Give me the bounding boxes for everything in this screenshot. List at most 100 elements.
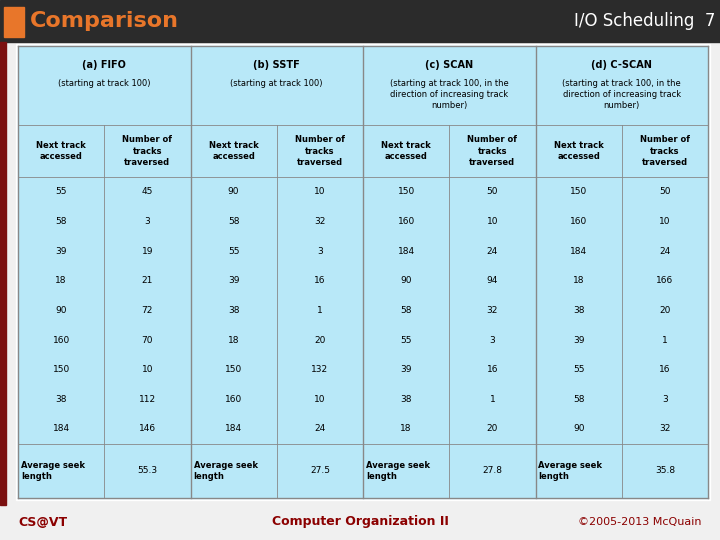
Text: 20: 20	[487, 424, 498, 434]
Text: 27.5: 27.5	[310, 467, 330, 475]
Text: Average seek
length: Average seek length	[194, 461, 258, 481]
Text: 18: 18	[573, 276, 585, 285]
Text: Computer Organization II: Computer Organization II	[271, 516, 449, 529]
Text: 50: 50	[487, 187, 498, 197]
Text: 10: 10	[487, 217, 498, 226]
Text: 150: 150	[397, 187, 415, 197]
Bar	[18, 46, 708, 498]
Text: I/O Scheduling  7: I/O Scheduling 7	[574, 12, 715, 30]
Text: 21: 21	[142, 276, 153, 285]
Text: 3: 3	[317, 247, 323, 255]
Text: 38: 38	[228, 306, 239, 315]
Text: (c) SCAN: (c) SCAN	[426, 60, 473, 70]
Bar	[0, 42, 6, 505]
Text: 38: 38	[573, 306, 585, 315]
Text: 20: 20	[314, 335, 325, 345]
Text: 160: 160	[397, 217, 415, 226]
Text: 160: 160	[570, 217, 588, 226]
Text: 58: 58	[228, 217, 239, 226]
Text: 1: 1	[662, 335, 667, 345]
Text: Number of
tracks
traversed: Number of tracks traversed	[640, 136, 690, 167]
Text: Average seek
length: Average seek length	[539, 461, 603, 481]
Text: 16: 16	[659, 365, 670, 374]
Text: 55: 55	[400, 335, 412, 345]
Text: 39: 39	[55, 247, 67, 255]
Text: 3: 3	[662, 395, 667, 404]
Text: 32: 32	[660, 424, 670, 434]
Bar	[0, 0, 720, 42]
Text: ©2005-2013 McQuain: ©2005-2013 McQuain	[578, 517, 702, 527]
Text: Average seek
length: Average seek length	[21, 461, 85, 481]
Text: 16: 16	[487, 365, 498, 374]
Text: 35.8: 35.8	[654, 467, 675, 475]
Text: (a) FIFO: (a) FIFO	[82, 60, 126, 70]
Text: (starting at track 100): (starting at track 100)	[58, 79, 150, 88]
Text: (b) SSTF: (b) SSTF	[253, 60, 300, 70]
Text: 132: 132	[311, 365, 328, 374]
Text: 94: 94	[487, 276, 498, 285]
Text: 16: 16	[314, 276, 325, 285]
Text: 50: 50	[659, 187, 670, 197]
Text: 58: 58	[573, 395, 585, 404]
Text: 18: 18	[400, 424, 412, 434]
Bar	[4, 7, 24, 37]
Text: Next track
accessed: Next track accessed	[36, 141, 86, 161]
Text: 90: 90	[55, 306, 67, 315]
Text: 146: 146	[139, 424, 156, 434]
Text: 184: 184	[225, 424, 242, 434]
Text: 55.3: 55.3	[138, 467, 158, 475]
Text: 32: 32	[487, 306, 498, 315]
Text: (d) C-SCAN: (d) C-SCAN	[591, 60, 652, 70]
Text: 160: 160	[53, 335, 70, 345]
Text: 10: 10	[659, 217, 670, 226]
Text: 150: 150	[570, 187, 588, 197]
Text: 90: 90	[573, 424, 585, 434]
Text: 3: 3	[490, 335, 495, 345]
Text: 24: 24	[660, 247, 670, 255]
Text: Number of
tracks
traversed: Number of tracks traversed	[467, 136, 518, 167]
Text: 18: 18	[228, 335, 239, 345]
Text: Comparison: Comparison	[30, 11, 179, 31]
Text: 90: 90	[400, 276, 412, 285]
Text: 3: 3	[145, 217, 150, 226]
Text: 90: 90	[228, 187, 239, 197]
Text: Number of
tracks
traversed: Number of tracks traversed	[295, 136, 345, 167]
Text: 18: 18	[55, 276, 67, 285]
Text: 112: 112	[139, 395, 156, 404]
Text: Number of
tracks
traversed: Number of tracks traversed	[122, 136, 172, 167]
Text: 39: 39	[573, 335, 585, 345]
Text: 19: 19	[142, 247, 153, 255]
Bar	[16, 44, 710, 500]
Text: 1: 1	[490, 395, 495, 404]
Text: 10: 10	[142, 365, 153, 374]
Text: 160: 160	[225, 395, 242, 404]
Text: 38: 38	[55, 395, 67, 404]
Text: 55: 55	[573, 365, 585, 374]
Text: 150: 150	[225, 365, 242, 374]
Text: 24: 24	[314, 424, 325, 434]
Text: 45: 45	[142, 187, 153, 197]
Text: 55: 55	[55, 187, 67, 197]
Text: Next track
accessed: Next track accessed	[554, 141, 603, 161]
Text: 27.8: 27.8	[482, 467, 503, 475]
Text: 184: 184	[53, 424, 70, 434]
Text: Next track
accessed: Next track accessed	[209, 141, 258, 161]
Text: 166: 166	[656, 276, 673, 285]
Text: 184: 184	[570, 247, 588, 255]
Text: 55: 55	[228, 247, 239, 255]
Text: 184: 184	[397, 247, 415, 255]
Text: 39: 39	[400, 365, 412, 374]
Text: (starting at track 100, in the
direction of increasing track
number): (starting at track 100, in the direction…	[562, 79, 681, 110]
Text: 10: 10	[314, 187, 325, 197]
Text: 20: 20	[660, 306, 670, 315]
Text: 72: 72	[142, 306, 153, 315]
Text: Next track
accessed: Next track accessed	[382, 141, 431, 161]
Text: (starting at track 100, in the
direction of increasing track
number): (starting at track 100, in the direction…	[390, 79, 508, 110]
Text: Average seek
length: Average seek length	[366, 461, 430, 481]
Text: 39: 39	[228, 276, 239, 285]
Text: 150: 150	[53, 365, 70, 374]
Text: 1: 1	[317, 306, 323, 315]
Text: 38: 38	[400, 395, 412, 404]
Text: CS@VT: CS@VT	[18, 516, 67, 529]
Text: 24: 24	[487, 247, 498, 255]
